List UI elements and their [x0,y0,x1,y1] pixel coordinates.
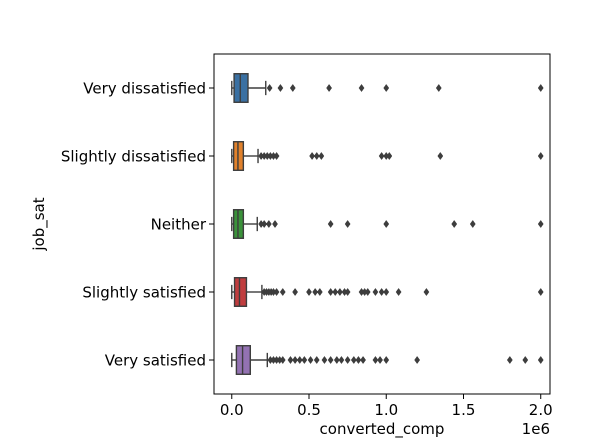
outlier-point [279,287,286,297]
box-group-slightly-satisfied [231,277,544,307]
outlier-point [537,287,544,297]
outlier-point [537,355,544,365]
outlier-point [333,355,340,365]
outlier-point [309,151,315,161]
outlier-point [321,355,328,365]
outlier-point [537,151,544,161]
outlier-point [358,83,365,93]
x-axis-offset-text: 1e6 [522,420,550,438]
outlier-point [307,355,314,365]
outlier-point [364,287,371,297]
outlier-point [378,287,385,297]
outlier-point [296,355,303,365]
plot-area [231,73,544,375]
outlier-point [313,151,320,161]
x-tick-label: 1.0 [374,401,398,419]
outlier-point [273,151,280,161]
outlier-point [423,287,430,297]
box-iqr [235,345,252,375]
y-tick-label: Neither [151,216,207,234]
outlier-point [261,219,268,229]
outlier-point [292,355,299,365]
outlier-point [277,83,284,93]
outlier-point [344,219,351,229]
outlier-point [338,355,345,365]
outlier-point [332,287,339,297]
outlier-point [372,355,379,365]
x-tick-label: 0.0 [220,401,244,419]
box-group-neither [231,209,544,239]
box-iqr [233,277,248,307]
y-tick-label: Very satisfied [105,352,206,370]
outlier-point [337,287,343,297]
outlier-point [395,287,402,297]
outlier-point [287,355,294,365]
box-group-very-satisfied [231,345,544,375]
box-group-slightly-dissatisfied [231,141,544,171]
y-tick-label: Slightly dissatisfied [61,148,206,166]
outlier-point [360,355,366,365]
outlier-point [306,287,312,297]
y-axis-label: job_sat [30,197,49,251]
outlier-point [537,219,544,229]
outlier-point [383,287,390,297]
outlier-point [355,355,362,365]
outlier-point [301,355,308,365]
x-axis-label: converted_comp [320,420,445,439]
outlier-point [279,355,286,365]
outlier-point [386,151,393,161]
outlier-point [326,83,332,93]
axis-ticks: Very dissatisfied Slightly dissatisfied Ne… [61,80,553,420]
outlier-point [273,287,280,297]
outlier-point [327,219,334,229]
outlier-point [435,83,442,93]
outlier-point [327,287,334,297]
outlier-point [266,83,273,93]
outlier-point [506,355,513,365]
outlier-point [313,355,320,365]
outlier-point [451,219,458,229]
outlier-point [383,83,390,93]
box-group-very-dissatisfied [231,73,544,103]
outlier-point [537,83,544,93]
outlier-point [316,287,323,297]
box-iqr [233,73,249,103]
outlier-point [318,151,325,161]
outlier-point [414,355,421,365]
outlier-point [344,287,351,297]
outlier-point [383,219,390,229]
outlier-point [312,287,319,297]
outlier-point [469,219,476,229]
outlier-point [350,355,357,365]
outlier-point [377,355,383,365]
outlier-point [344,355,351,365]
outlier-point [437,151,444,161]
outlier-point [383,355,390,365]
y-tick-label: Very dissatisfied [83,80,206,98]
y-tick-label: Slightly satisfied [82,284,206,302]
outlier-point [327,355,334,365]
outlier-point [272,219,278,229]
outlier-point [292,287,299,297]
outlier-point [265,219,272,229]
outlier-point [372,287,379,297]
x-tick-label: 2.0 [529,401,553,419]
outlier-point [522,355,529,365]
x-tick-label: 0.5 [297,401,321,419]
x-tick-label: 1.5 [452,401,476,419]
outlier-point [378,151,385,161]
outlier-point [289,83,296,93]
